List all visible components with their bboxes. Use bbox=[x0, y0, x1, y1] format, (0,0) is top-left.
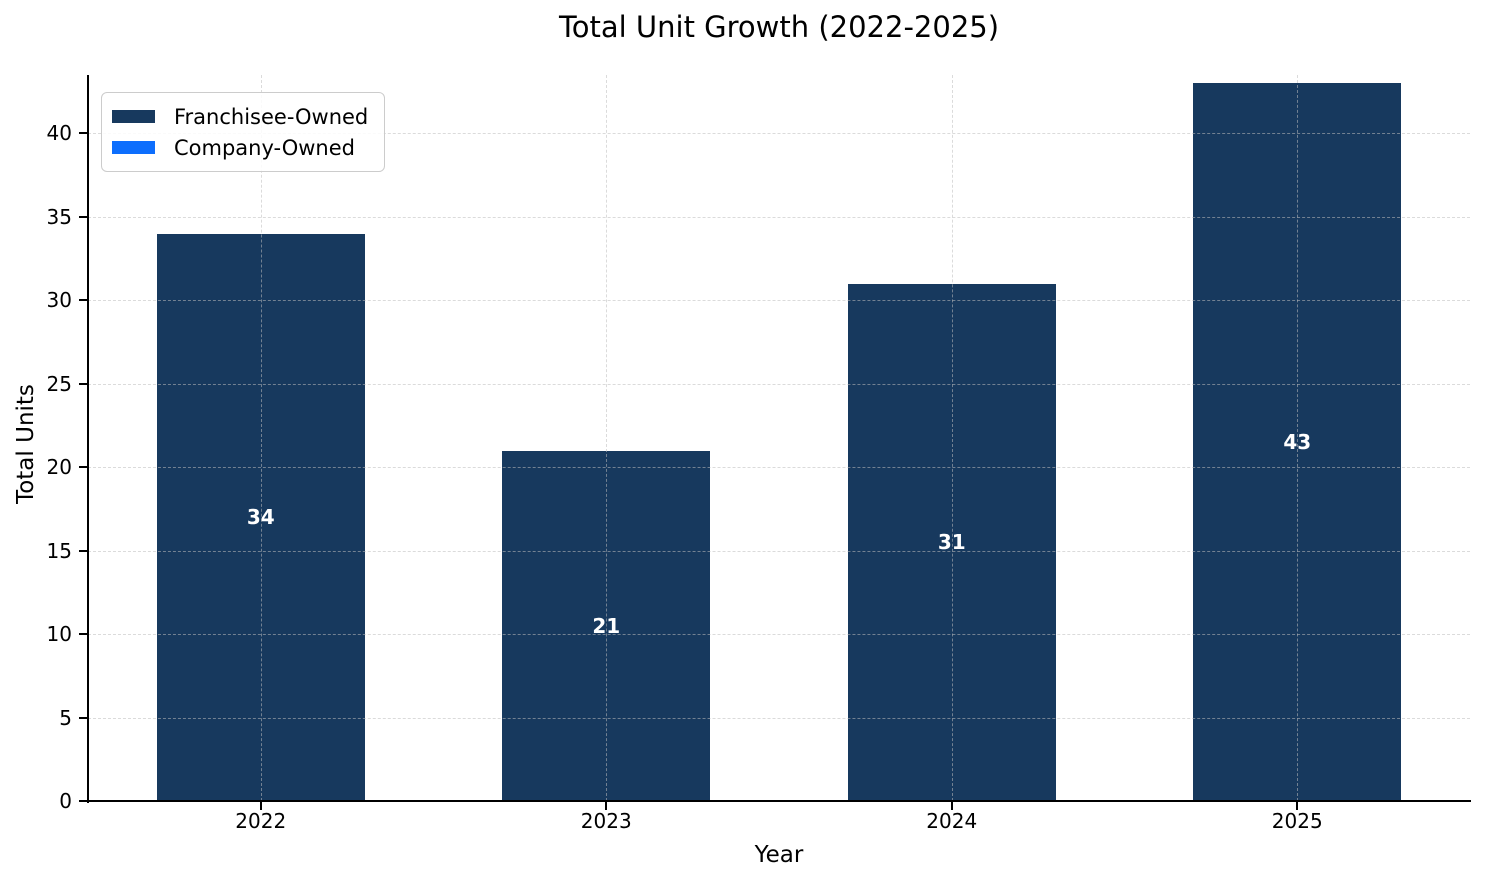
bar-value-label: 43 bbox=[1283, 430, 1312, 455]
x-tick-mark bbox=[1296, 801, 1299, 810]
gridline-horizontal bbox=[88, 133, 1470, 135]
y-tick-mark bbox=[79, 382, 88, 385]
y-tick-mark bbox=[79, 215, 88, 218]
x-tick-label: 2022 bbox=[235, 809, 287, 833]
legend-swatch-company-owned bbox=[112, 141, 155, 154]
legend-swatch-franchisee-owned bbox=[112, 110, 155, 123]
gridline-vertical bbox=[951, 75, 953, 801]
chart-title: Total Unit Growth (2022-2025) bbox=[558, 10, 1000, 44]
y-tick-mark bbox=[79, 132, 88, 135]
y-tick-label: 10 bbox=[46, 622, 72, 647]
gridline-horizontal bbox=[88, 300, 1470, 302]
legend-label: Company-Owned bbox=[174, 135, 355, 160]
y-tick-label: 5 bbox=[59, 705, 72, 730]
legend-item-franchisee-owned: Franchisee-Owned bbox=[112, 101, 368, 132]
y-tick-mark bbox=[79, 466, 88, 469]
y-tick-label: 20 bbox=[46, 455, 72, 480]
y-tick-label: 40 bbox=[46, 121, 72, 146]
legend-item-company-owned: Company-Owned bbox=[112, 132, 368, 163]
bar-value-label: 34 bbox=[246, 505, 275, 530]
x-tick-label: 2024 bbox=[926, 809, 978, 833]
gridline-horizontal bbox=[88, 383, 1470, 385]
gridline-horizontal bbox=[88, 550, 1470, 552]
x-tick-label: 2025 bbox=[1271, 809, 1323, 833]
legend: Franchisee-Owned Company-Owned bbox=[101, 92, 386, 172]
gridline-horizontal bbox=[88, 634, 1470, 636]
y-tick-mark bbox=[79, 716, 88, 719]
bar-value-label: 31 bbox=[937, 530, 966, 555]
legend-label: Franchisee-Owned bbox=[174, 104, 369, 129]
gridline-vertical bbox=[260, 75, 262, 801]
gridline-vertical bbox=[1297, 75, 1299, 801]
y-axis-label: Total Units bbox=[13, 384, 39, 504]
y-tick-mark bbox=[79, 800, 88, 802]
y-tick-label: 0 bbox=[59, 789, 72, 813]
x-tick-mark bbox=[259, 801, 262, 810]
x-tick-mark bbox=[950, 801, 953, 810]
plot-area: 0 5 10 15 20 25 30 35 40 2022 34 2023 21 2024 31 2025 43 bbox=[47, 75, 1471, 833]
y-tick-label: 25 bbox=[46, 371, 72, 396]
gridline-horizontal bbox=[88, 216, 1470, 218]
gridline-horizontal bbox=[88, 467, 1470, 469]
bar-value-label: 21 bbox=[592, 613, 621, 638]
y-tick-mark bbox=[79, 549, 88, 552]
y-tick-label: 15 bbox=[46, 538, 72, 563]
y-axis-spine bbox=[87, 75, 89, 803]
gridline-horizontal bbox=[88, 717, 1470, 719]
gridline-vertical bbox=[606, 75, 608, 801]
x-axis-spine bbox=[87, 800, 1471, 802]
x-tick-mark bbox=[605, 801, 608, 810]
y-tick-mark bbox=[79, 299, 88, 302]
y-tick-mark bbox=[79, 633, 88, 636]
x-tick-label: 2023 bbox=[580, 809, 632, 833]
x-axis-label: Year bbox=[754, 842, 804, 868]
y-tick-label: 35 bbox=[46, 204, 72, 229]
y-tick-label: 30 bbox=[46, 288, 72, 313]
